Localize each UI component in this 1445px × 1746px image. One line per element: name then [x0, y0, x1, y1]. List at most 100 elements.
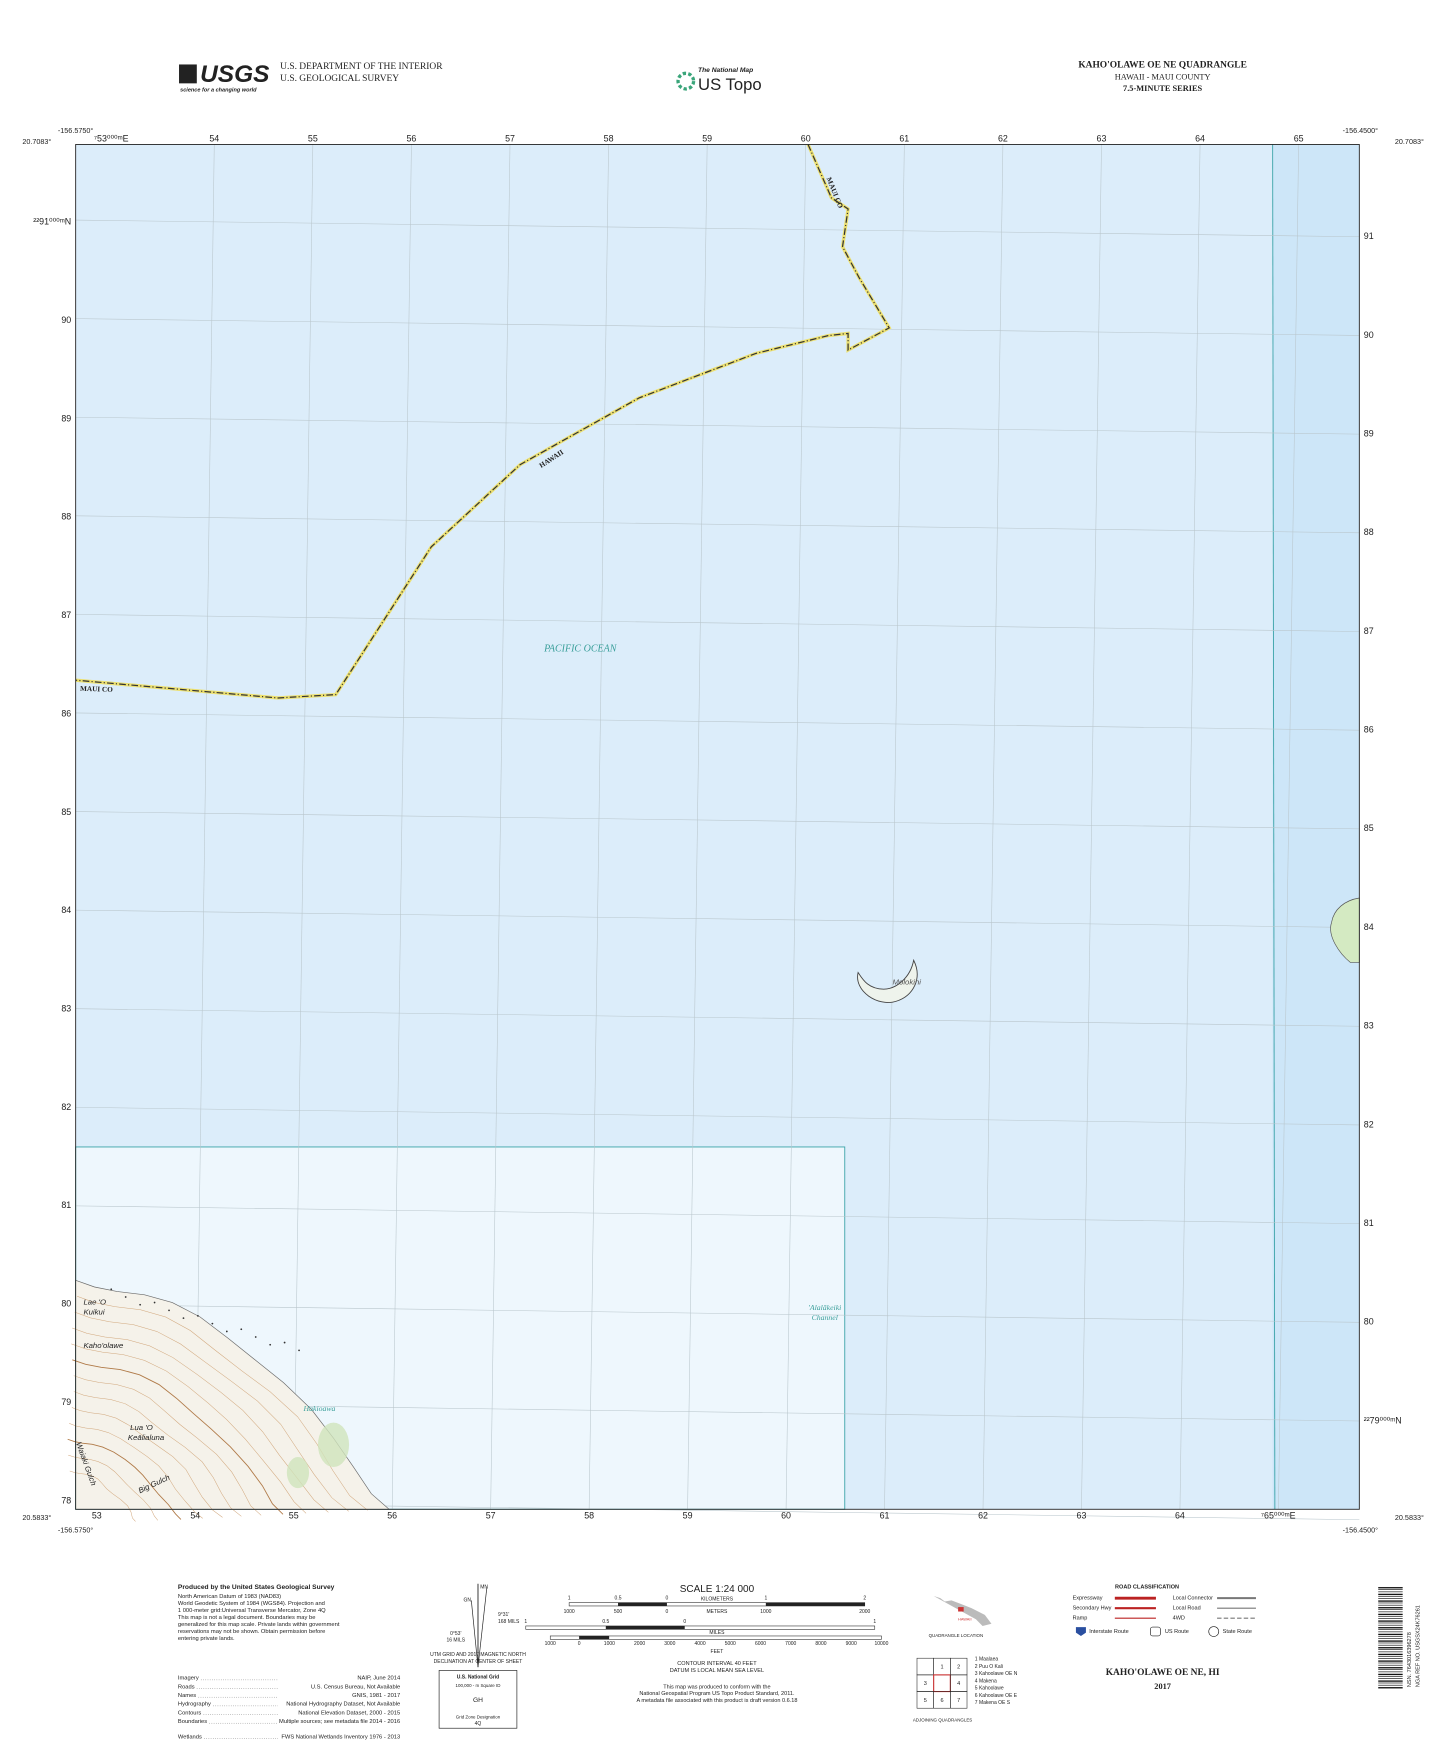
rock — [283, 1341, 286, 1344]
grid-label: 88 — [61, 512, 71, 522]
grid-line — [1081, 144, 1102, 1510]
source-name: Boundaries — [178, 1719, 207, 1725]
road-label: Local Road — [1173, 1606, 1201, 1612]
source-name: Wetlands — [178, 1734, 202, 1740]
source-value: GNIS, 1981 - 2017 — [352, 1693, 400, 1699]
grid-label: 81 — [61, 1200, 71, 1210]
grid-line — [75, 614, 1360, 632]
feet-bar-fill — [579, 1635, 610, 1640]
usgs-logo — [179, 64, 197, 84]
source-value: National Elevation Dataset, 2000 - 2015 — [298, 1710, 400, 1716]
km-bar-fill — [618, 1602, 667, 1606]
usgs-tagline: science for a changing world — [180, 87, 257, 93]
quadrangle-name: KAHO'OLAWE OE NE QUADRANGLE — [1078, 61, 1247, 71]
barcode-text: NSN. 7643016396278 — [1407, 1632, 1413, 1687]
grid-label: 85 — [1364, 823, 1374, 833]
road-label: Interstate Route — [1089, 1629, 1128, 1635]
grid-label: 87 — [1364, 626, 1374, 636]
grid-label: 64 — [1175, 1510, 1185, 1520]
credit-line: North American Datum of 1983 (NAD83) — [178, 1594, 281, 1600]
adjoining-number: 4 — [957, 1681, 960, 1687]
mile-bar — [525, 1625, 876, 1630]
corner-coordinate: 20.7083° — [22, 137, 51, 146]
place-label: 'Alalākeiki — [808, 1303, 841, 1312]
bar — [1378, 1591, 1403, 1593]
coast-east — [1330, 897, 1360, 963]
scale-label: 1 — [764, 1596, 767, 1602]
location-marker — [958, 1607, 964, 1612]
adjoining-name: 2 Puu O Kali — [975, 1664, 1003, 1670]
place-label: Kaho'olawe — [83, 1341, 124, 1350]
scale-label: 3000 — [664, 1641, 675, 1647]
adjoining-number: 1 — [940, 1665, 943, 1671]
road-label: 4WD — [1173, 1616, 1185, 1622]
grid-label: 62 — [998, 133, 1008, 143]
grid-label: 60 — [781, 1510, 791, 1520]
grid-label: 55 — [308, 133, 318, 143]
adjoining-name: 5 Kahoolawe — [975, 1686, 1004, 1692]
bar — [1378, 1622, 1403, 1624]
corner-coordinate: -156.5750° — [58, 1525, 94, 1534]
bar — [1378, 1613, 1403, 1616]
credit-line: Produced by the United States Geological… — [178, 1584, 335, 1591]
source-name: Contours — [178, 1710, 202, 1716]
island-kahoolawe — [75, 1279, 390, 1510]
credit-line: This map is not a legal document. Bounda… — [178, 1615, 316, 1621]
credit-line: reservations may not be shown. Obtain pe… — [178, 1629, 325, 1635]
adjoining-number: 6 — [940, 1698, 943, 1704]
decl-label: 168 MILS — [498, 1619, 520, 1625]
bar — [1378, 1671, 1403, 1673]
grid-label: 54 — [190, 1510, 200, 1520]
scale-bars — [525, 1602, 882, 1640]
scale-unit: FEET — [711, 1649, 724, 1655]
scale-label: 1 — [568, 1596, 571, 1602]
source-name: Roads — [178, 1684, 195, 1690]
bar — [1378, 1669, 1403, 1670]
scale-label: 1 — [873, 1619, 876, 1625]
contours — [67, 1288, 368, 1522]
road-label: Local Connector — [1173, 1596, 1214, 1602]
km-bar-fill — [765, 1602, 865, 1606]
adjoining-caption: ADJOINING QUADRANGLES — [913, 1718, 972, 1723]
grid-line — [982, 144, 1004, 1510]
bar — [1378, 1635, 1403, 1637]
decl-label: 9°31' — [498, 1612, 509, 1618]
neatline — [75, 144, 1360, 1510]
source-value: FWS National Wetlands Inventory 1976 - 2… — [281, 1734, 400, 1740]
grid-label: 57 — [486, 1510, 496, 1520]
bar — [1378, 1607, 1403, 1609]
grid-label: 90 — [61, 315, 71, 325]
bar — [1378, 1620, 1403, 1622]
adjoining-number: 5 — [924, 1698, 927, 1704]
usgs-logo-text: USGS — [200, 61, 270, 88]
grid-label: 87 — [61, 610, 71, 620]
bar — [1378, 1618, 1403, 1619]
grid-label: 81 — [1364, 1218, 1374, 1228]
grid-line — [884, 144, 905, 1510]
grid-label: 85 — [61, 807, 71, 817]
state-route-shield — [1208, 1626, 1220, 1637]
grid-label: 56 — [387, 1510, 397, 1520]
contour-note: CONTOUR INTERVAL 40 FEET — [677, 1661, 757, 1667]
contour-line — [72, 1359, 284, 1515]
place-label: PACIFIC OCEAN — [543, 643, 618, 654]
bar — [1378, 1664, 1403, 1666]
source-name: Hydrography — [178, 1702, 211, 1708]
grid-label: 60 — [801, 133, 811, 143]
grid-label: 65 — [1294, 133, 1304, 143]
bar — [1378, 1660, 1403, 1662]
bar — [1378, 1609, 1403, 1610]
bar — [1378, 1595, 1403, 1597]
bar — [1378, 1678, 1403, 1679]
decl-note: UTM GRID AND 2017 MAGNETIC NORTH — [430, 1652, 526, 1658]
corner-coordinate: -156.4500° — [1343, 1525, 1379, 1534]
usng-id: GH — [473, 1697, 483, 1704]
rock — [254, 1336, 257, 1338]
grid-label: 88 — [1364, 527, 1374, 537]
bar — [1378, 1651, 1403, 1653]
grid-line — [1179, 144, 1201, 1510]
scale-label: 6000 — [755, 1641, 766, 1647]
mile-bar-fill — [605, 1625, 685, 1630]
